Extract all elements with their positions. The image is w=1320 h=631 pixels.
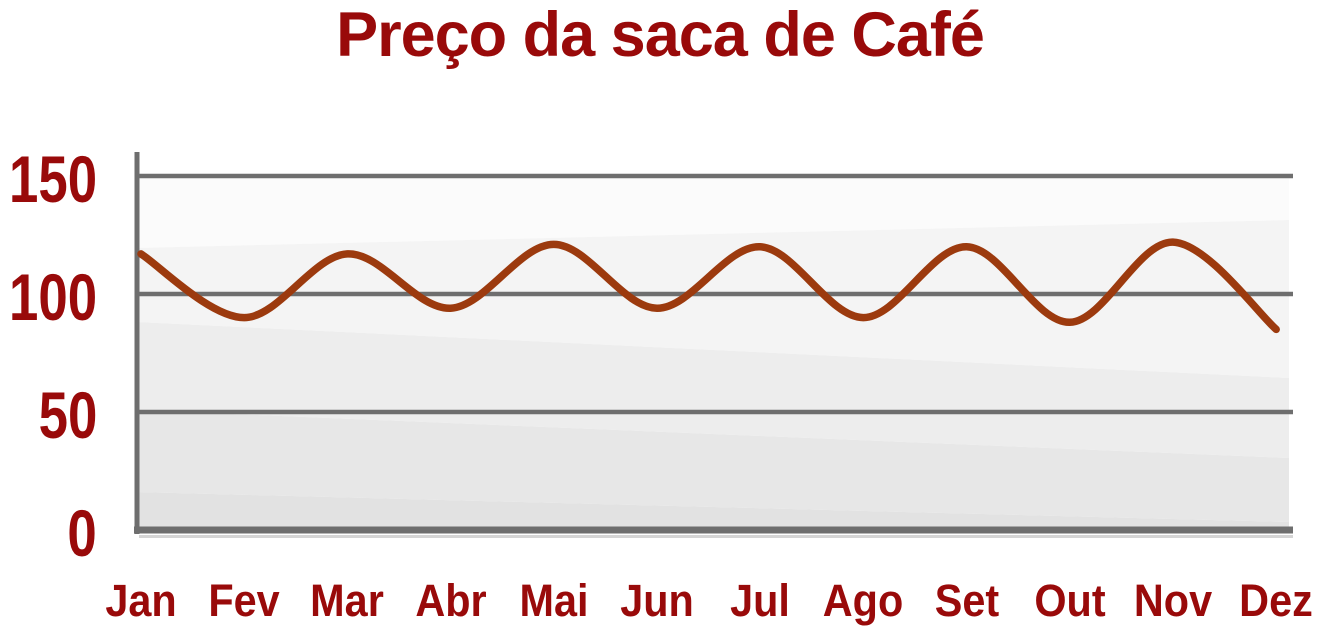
x-axis-label: Fev: [208, 575, 280, 626]
y-axis-label: 50: [38, 378, 97, 452]
plot-background: [137, 176, 1289, 530]
plot-background-band: [137, 410, 1289, 522]
x-axis-label: Out: [1034, 575, 1106, 626]
x-axis-label: Jan: [105, 575, 177, 626]
plot-background-band: [137, 322, 1289, 458]
plot-background-band: [137, 176, 1289, 248]
x-axis-label: Nov: [1133, 575, 1213, 626]
price-line-series: [137, 238, 1280, 334]
y-axis-label: 100: [8, 260, 97, 334]
x-axis-label: Abr: [414, 575, 487, 626]
x-axis-label: Jun: [620, 575, 694, 626]
x-axis-label: Jul: [730, 575, 791, 626]
x-axis-label: Mar: [310, 575, 385, 626]
gridlines: [134, 152, 1293, 538]
plot-background-band: [137, 492, 1289, 530]
plot-background-band: [137, 220, 1289, 378]
y-axis-label: 150: [8, 142, 97, 216]
x-axis-label: Dez: [1239, 575, 1314, 626]
x-axis-label: Ago: [823, 575, 904, 626]
series-layer: [137, 238, 1280, 334]
x-axis-label: Set: [934, 575, 999, 626]
y-axis-label: 0: [67, 496, 97, 570]
chart-title: Preço da saca de Café: [336, 0, 985, 70]
x-axis-label: Mai: [519, 575, 589, 626]
